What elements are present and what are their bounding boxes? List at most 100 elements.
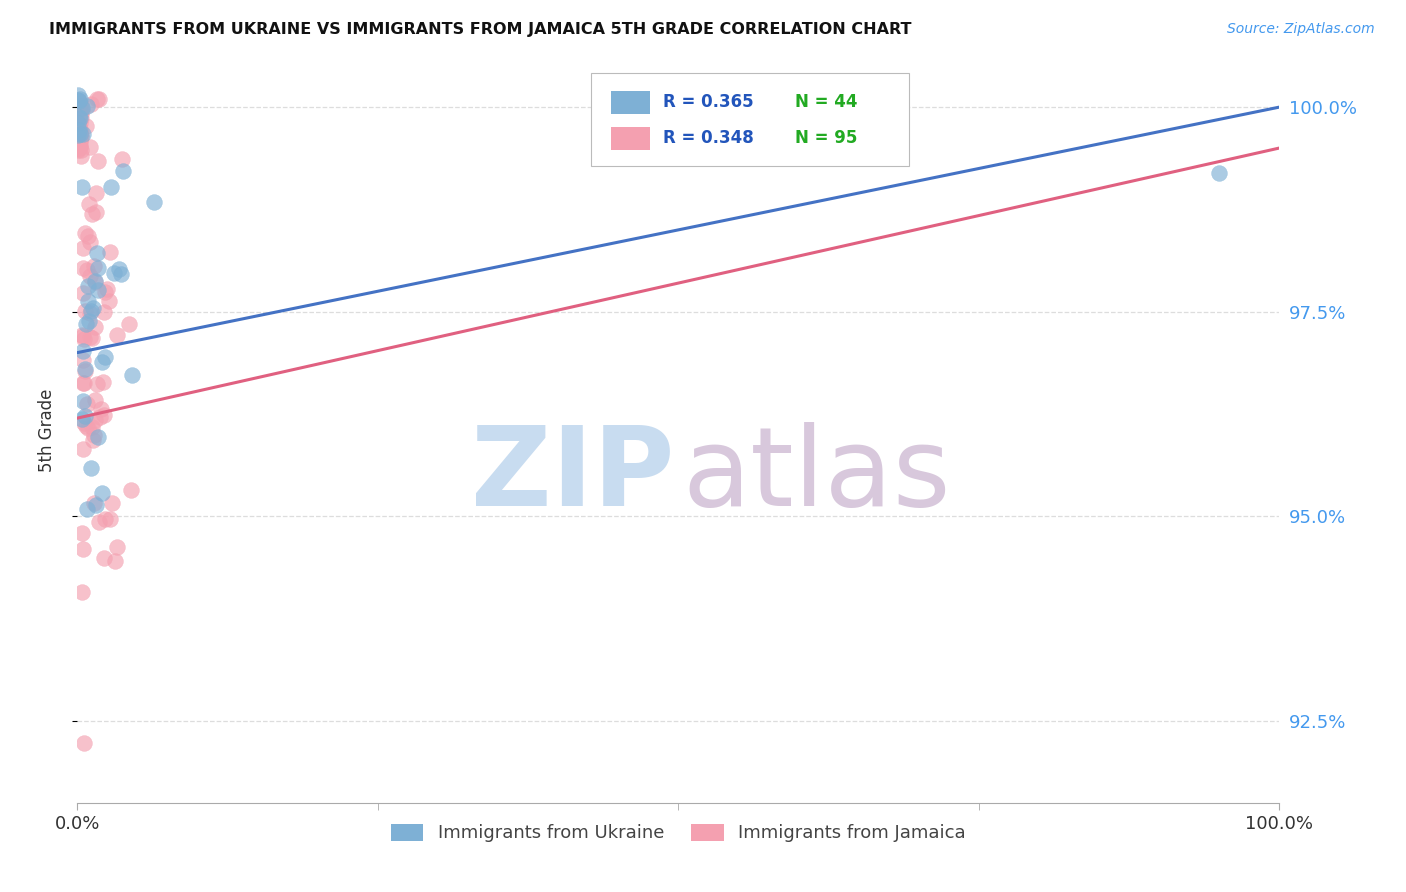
Point	[67, 141, 90, 155]
Point	[103, 266, 125, 280]
Point	[79, 268, 101, 283]
Point	[82, 301, 104, 315]
Point	[77, 293, 100, 308]
Point	[70, 525, 93, 540]
Point	[69, 108, 91, 122]
Point	[1208, 166, 1230, 180]
Point	[84, 204, 107, 219]
Point	[66, 116, 89, 130]
Point	[84, 320, 107, 334]
Point	[67, 120, 90, 134]
Point	[72, 585, 94, 599]
Point	[111, 164, 134, 178]
Point	[77, 197, 100, 211]
Point	[72, 542, 94, 557]
Text: N = 44: N = 44	[794, 93, 858, 111]
Point	[69, 116, 91, 130]
Point	[72, 394, 94, 409]
Point	[93, 285, 115, 299]
Text: R = 0.365: R = 0.365	[662, 93, 754, 111]
Point	[98, 512, 121, 526]
Point	[90, 354, 112, 368]
Point	[69, 134, 91, 148]
Point	[70, 412, 93, 426]
Point	[70, 130, 93, 145]
Point	[96, 283, 118, 297]
Text: Source: ZipAtlas.com: Source: ZipAtlas.com	[1227, 22, 1375, 37]
Point	[86, 92, 108, 106]
Point	[66, 88, 89, 103]
Point	[82, 433, 104, 447]
Point	[90, 402, 112, 417]
Point	[93, 305, 115, 319]
Point	[69, 127, 91, 141]
Point	[70, 104, 93, 119]
FancyBboxPatch shape	[612, 92, 650, 114]
Point	[73, 226, 96, 240]
Point	[80, 461, 103, 475]
Point	[66, 128, 89, 142]
Point	[101, 496, 124, 510]
Point	[72, 127, 94, 141]
Point	[83, 496, 105, 510]
Point	[69, 121, 91, 136]
Point	[94, 512, 117, 526]
Point	[104, 554, 127, 568]
Point	[69, 128, 91, 143]
Point	[66, 143, 89, 157]
Point	[72, 260, 94, 275]
Point	[79, 306, 101, 320]
Point	[79, 330, 101, 344]
Point	[87, 515, 110, 529]
Point	[105, 328, 128, 343]
Point	[77, 229, 100, 244]
Point	[111, 153, 134, 167]
FancyBboxPatch shape	[591, 73, 910, 166]
Point	[77, 279, 100, 293]
Point	[69, 92, 91, 106]
Point	[108, 262, 131, 277]
Point	[69, 111, 91, 125]
Point	[72, 352, 94, 367]
Point	[75, 317, 97, 331]
Point	[91, 375, 114, 389]
Point	[69, 105, 91, 120]
Point	[80, 303, 103, 318]
Point	[70, 111, 93, 125]
Point	[72, 376, 94, 391]
Point	[69, 97, 91, 112]
Point	[69, 124, 91, 138]
Point	[73, 304, 96, 318]
Point	[118, 317, 141, 331]
Point	[76, 397, 98, 411]
Point	[67, 136, 90, 150]
Point	[70, 101, 93, 115]
Point	[75, 119, 97, 133]
Point	[72, 329, 94, 343]
Point	[69, 105, 91, 120]
Point	[69, 149, 91, 163]
Point	[75, 419, 97, 434]
Point	[87, 283, 110, 297]
Point	[87, 153, 110, 168]
Point	[70, 327, 93, 342]
Point	[80, 96, 103, 111]
Point	[73, 417, 96, 431]
Point	[84, 186, 107, 200]
FancyBboxPatch shape	[612, 128, 650, 150]
Point	[69, 133, 91, 147]
Point	[84, 393, 107, 408]
Point	[105, 540, 128, 554]
Point	[87, 260, 110, 275]
Point	[67, 94, 90, 108]
Point	[79, 235, 101, 250]
Point	[86, 245, 108, 260]
Point	[120, 483, 142, 498]
Y-axis label: 5th Grade: 5th Grade	[38, 389, 56, 472]
Point	[69, 140, 91, 154]
Point	[73, 735, 96, 749]
Point	[67, 107, 90, 121]
Point	[94, 351, 117, 365]
Point	[72, 241, 94, 255]
Point	[82, 419, 104, 434]
